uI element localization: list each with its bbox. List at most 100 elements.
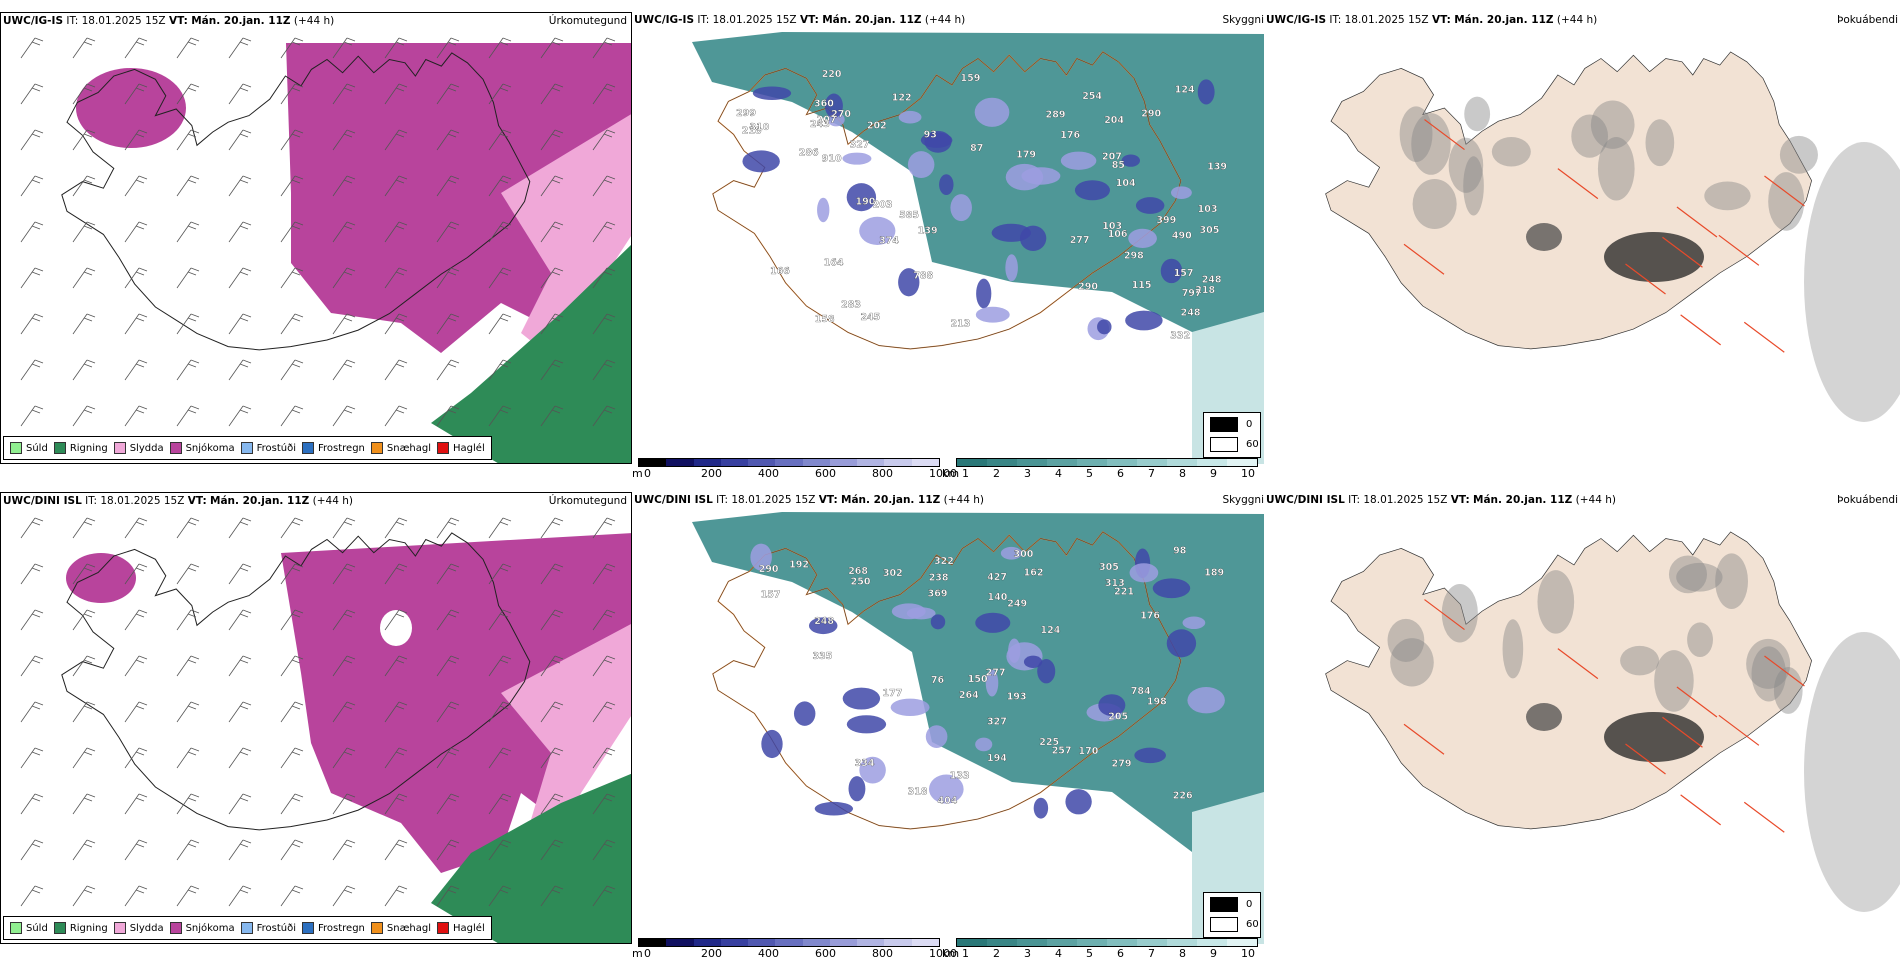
wind-barb <box>280 701 304 723</box>
terrain-shading <box>1491 136 1531 167</box>
cloud-base-label: 290 <box>1141 108 1161 119</box>
cloud-base-label: 157 <box>1174 268 1194 279</box>
wind-barb <box>72 83 96 105</box>
wind-barb <box>488 701 512 723</box>
cloud-base-label: 797 <box>1182 288 1202 299</box>
colorbar-segment <box>911 459 939 466</box>
cloud-base-label: 290 <box>759 564 779 575</box>
colorbar-segment <box>1107 939 1137 946</box>
colorbar-segment <box>1167 939 1197 946</box>
wind-barb <box>20 885 44 907</box>
legend-label: Frostregn <box>318 442 365 454</box>
panel-title: Úrkomutegund <box>548 15 627 27</box>
legend-swatch <box>370 442 383 454</box>
wind-barb <box>488 37 512 59</box>
wind-barb <box>540 793 564 815</box>
precip-type-map: UWC/DINI ISL IT: 18.01.2025 15Z VT: Mán.… <box>0 492 632 944</box>
cloud-base-label: 204 <box>1104 115 1124 126</box>
coastline <box>61 52 531 351</box>
wind-barb <box>332 313 356 335</box>
low-cloud-patch <box>1128 228 1157 248</box>
wind-barb <box>436 405 460 427</box>
wind-barb <box>176 885 200 907</box>
wind-barb <box>176 793 200 815</box>
cloud-base-label: 268 <box>848 566 868 577</box>
wind-barb <box>332 221 356 243</box>
colorbar-tick: 0 <box>644 467 651 478</box>
wind-barb <box>124 37 148 59</box>
legend-label: Súld <box>26 922 48 934</box>
low-cloud-patch <box>1037 659 1056 684</box>
road-line <box>1718 234 1760 266</box>
wind-barb <box>228 609 252 631</box>
colorbar-tick: 800 <box>872 947 893 958</box>
offshore-fog-area <box>1804 632 1900 912</box>
wind-barb <box>20 359 44 381</box>
wind-barb <box>592 517 616 539</box>
cloud-base-label: 207 <box>817 114 837 125</box>
cloud-base-label: 218 <box>742 126 762 137</box>
wind-barb <box>124 701 148 723</box>
colorbar-tick: 200 <box>701 947 722 958</box>
wind-barb <box>332 359 356 381</box>
it-label: IT: <box>1329 14 1342 26</box>
wind-barb <box>488 839 512 861</box>
low-cloud-patch <box>1074 180 1110 201</box>
cloud-base-label: 788 <box>913 271 933 282</box>
terrain-shading <box>1399 106 1433 162</box>
cloud-base-label: 327 <box>850 140 870 151</box>
terrain-shading <box>1779 135 1818 174</box>
wind-barb <box>332 885 356 907</box>
wind-barb <box>280 83 304 105</box>
colorbar-segment <box>639 459 667 466</box>
legend-item: Snjókoma <box>169 442 235 454</box>
cloud-base-label: 277 <box>1070 235 1090 246</box>
low-cloud-patch <box>924 130 952 153</box>
wind-barb <box>176 359 200 381</box>
cloud-base-label: 248 <box>814 616 834 627</box>
wind-barb <box>280 563 304 585</box>
model-name: UWC/IG-IS <box>634 14 695 26</box>
colorbar-segment <box>957 459 987 466</box>
colorbar-segment <box>1017 459 1047 466</box>
wind-barb <box>280 609 304 631</box>
terrain-shading <box>1590 100 1635 149</box>
cloud-base-label: 305 <box>1200 225 1220 236</box>
low-cloud-patch <box>742 150 780 173</box>
legend-label: Snjókoma <box>185 922 235 934</box>
fog-patch <box>1604 712 1704 762</box>
cloud-base-label: 299 <box>736 108 756 119</box>
legend-item: Haglél <box>437 442 485 454</box>
legend-swatch <box>1210 417 1238 432</box>
colorbar-segment <box>666 459 694 466</box>
cloud-base-label: 289 <box>1046 110 1066 121</box>
wind-barb <box>228 405 252 427</box>
wind-barb <box>176 267 200 289</box>
road-line <box>1403 243 1445 275</box>
low-cloud-patch <box>1135 197 1165 214</box>
wind-barb <box>384 83 408 105</box>
cloud-base-label: 115 <box>1132 280 1152 291</box>
panel-header: UWC/DINI ISL IT: 18.01.2025 15Z VT: Mán.… <box>632 492 984 508</box>
terrain-shading <box>1597 136 1635 201</box>
wind-barb <box>488 885 512 907</box>
legend-item: Frostregn <box>302 442 365 454</box>
wind-barb <box>488 83 512 105</box>
colorbar-segment <box>720 459 749 466</box>
wind-barb <box>488 175 512 197</box>
wind-barb <box>20 267 44 289</box>
cloud-base-label: 220 <box>822 69 842 80</box>
terrain-shading <box>1751 646 1787 702</box>
wind-barb <box>436 37 460 59</box>
road-line <box>1764 175 1805 207</box>
legend-label: Snæhagl <box>386 922 432 934</box>
legend-swatch <box>437 442 450 454</box>
cloud-base-label: 159 <box>961 73 981 84</box>
wind-barb <box>436 517 460 539</box>
low-cloud-patch <box>898 268 920 297</box>
cloud-base-label: 427 <box>987 572 1007 583</box>
terrain-shading <box>1654 650 1694 712</box>
wind-barb <box>488 313 512 335</box>
low-cloud-patch <box>1166 629 1197 658</box>
legend-item: 60 <box>1210 917 1259 932</box>
